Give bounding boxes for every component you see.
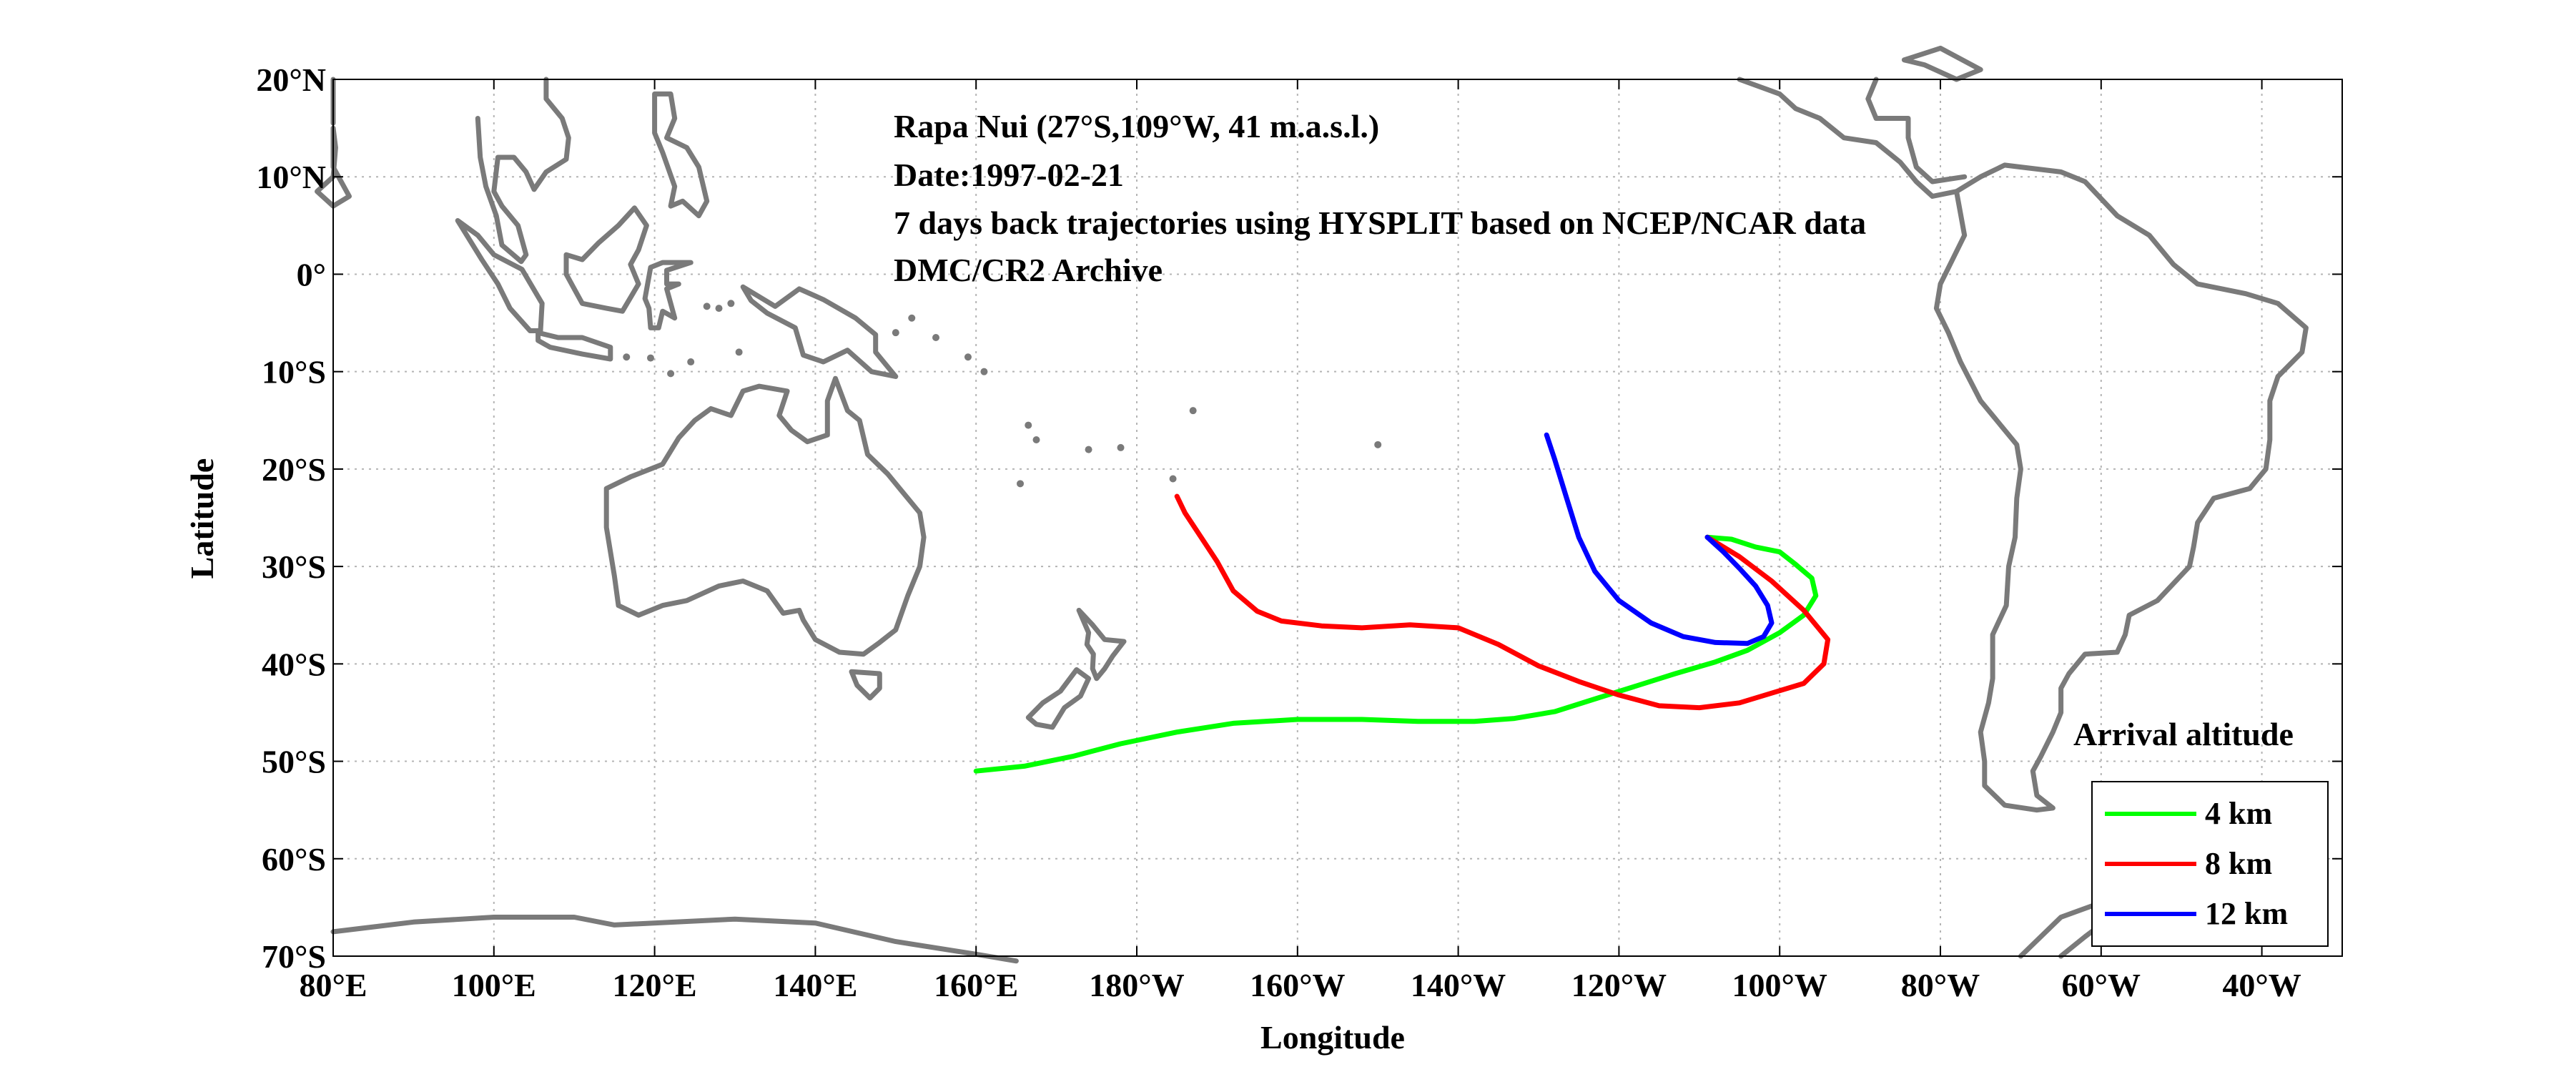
y-tick-label: 20°N [256,62,326,98]
central-america-coast [1737,77,1959,199]
island-dot [1032,436,1040,444]
island-dot [623,353,631,361]
annotation-archive: DMC/CR2 Archive [894,252,1163,288]
island-dot [703,303,711,310]
antarctica-coast [330,915,1019,964]
australia-coast [603,375,927,657]
coastlines [315,45,2309,964]
island-dot [932,333,939,341]
island-dot [735,348,743,356]
nz-south-coast [1025,667,1092,730]
y-axis-label: Latitude [184,458,220,579]
y-tick-label: 30°S [262,549,326,585]
island-dot [908,314,916,322]
island-dot [892,329,899,337]
trajectory-4km [973,534,1819,774]
tasmania-coast [849,669,882,701]
y-tick-label: 50°S [262,744,326,780]
island-dot [964,353,972,361]
x-tick-label: 180°W [1089,967,1184,1003]
trajectory-12km [1544,432,1775,646]
y-tick-label: 70°S [262,938,326,975]
borneo-coast [563,205,649,314]
island-dot [727,300,735,308]
plot-frame [332,79,2343,957]
new-guinea-coast [740,284,899,379]
legend-label-12km: 12 km [2205,896,2288,931]
central-america-caribbean [1865,77,1968,185]
legend-label-8km: 8 km [2205,846,2272,881]
trajectories [973,432,1831,774]
x-axis-label: Longitude [1260,1019,1405,1056]
x-tick-label: 160°W [1250,967,1345,1003]
island-dot [1085,446,1092,453]
malay-indochina-coast [315,125,352,209]
x-tick-label: 80°E [299,967,367,1003]
x-tick-label: 80°W [1901,967,1980,1003]
y-tick-label: 20°S [262,451,326,488]
y-tick-label: 10°S [262,354,326,390]
x-tick-label: 40°W [2222,967,2301,1003]
cuba-coast [1901,45,1983,82]
island-dot [980,368,988,375]
philippines-coast [652,91,710,219]
legend-title: Arrival altitude [2073,716,2294,752]
y-tick-label: 0° [297,256,326,292]
island-dot [715,305,723,313]
island-dot [1374,441,1382,448]
island-dot [1169,475,1177,483]
x-tick-label: 60°W [2062,967,2141,1003]
legend: 4 km 8 km 12 km [2091,781,2329,947]
x-tick-label: 100°E [452,967,536,1003]
nz-north-coast [1076,607,1127,682]
annotation-date: Date:1997-02-21 [894,157,1124,193]
sulawesi-coast [642,260,694,330]
y-tick-label: 40°S [262,646,326,682]
annotation-method: 7 days back trajectories using HYSPLIT b… [894,205,1866,241]
island-dot [1017,480,1025,488]
y-tick-label: 10°N [256,159,326,195]
java-coast [536,330,613,362]
trajectory-8km [1174,493,1831,711]
x-tick-label: 140°E [773,967,857,1003]
y-tick-label: 60°S [262,841,326,877]
legend-label-4km: 4 km [2205,796,2272,831]
island-dot [1025,421,1032,429]
island-dot [667,370,675,378]
x-tick-label: 120°W [1571,967,1667,1003]
x-tick-label: 140°W [1411,967,1506,1003]
x-tick-label: 120°E [613,967,697,1003]
island-dot [646,354,654,362]
se-asia-coast [475,77,571,265]
axis-ticks: 80°E 100°E 120°E 140°E 160°E 180°W 160°W 140°W 1… [256,62,2342,1003]
annotation-location: Rapa Nui (27°S,109°W, 41 m.a.s.l.) [894,108,1379,144]
island-dot [687,358,695,366]
south-america-coast [1933,162,2309,813]
island-dot [1117,443,1125,451]
island-dot [1189,407,1197,415]
x-tick-label: 160°E [934,967,1018,1003]
x-tick-label: 100°W [1732,967,1827,1003]
